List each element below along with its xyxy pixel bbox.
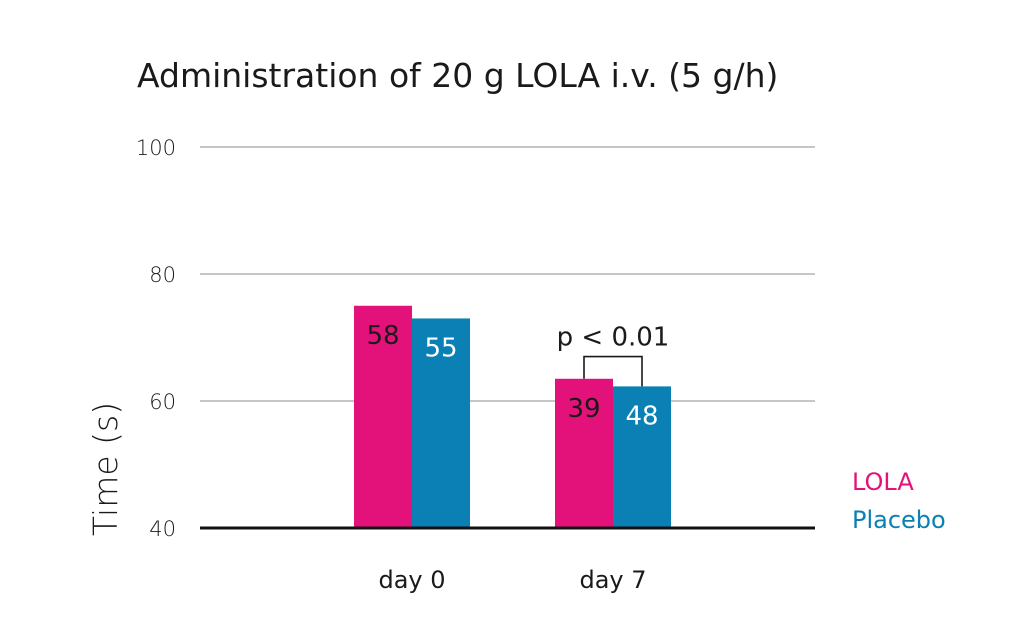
bar-value-label: 58: [366, 321, 399, 351]
bar-value-label: 39: [567, 394, 600, 424]
legend-entry-placebo: Placebo: [852, 506, 946, 534]
bar-lola-day-0: [354, 305, 412, 528]
significance-bracket: [583, 355, 643, 387]
x-tick-label: day 0: [378, 566, 445, 594]
bar-value-label: 48: [625, 401, 658, 431]
bar-placebo-day-7: [613, 386, 671, 528]
significance-annotation: p < 0.01: [557, 323, 670, 387]
bar-placebo-day-0: [412, 318, 470, 528]
y-tick-label: 80: [149, 263, 176, 287]
grid: [200, 146, 815, 402]
bar-value-label: 55: [424, 333, 457, 363]
bar-lola-day-7: [555, 378, 613, 528]
legend: LOLA Placebo: [852, 468, 946, 534]
y-tick-label: 60: [149, 390, 176, 414]
y-tick-label: 100: [136, 136, 176, 160]
p-value-text: p < 0.01: [557, 323, 670, 353]
x-axis-labels: day 0 day 7: [378, 566, 646, 594]
y-axis-ticks: 40 60 80 100: [136, 136, 176, 541]
y-tick-label: 40: [149, 517, 176, 541]
bar-labels: 58 55 39 48: [366, 321, 658, 432]
x-tick-label: day 7: [579, 566, 646, 594]
y-axis-label: Time (s): [86, 402, 125, 536]
legend-entry-lola: LOLA: [852, 468, 914, 496]
bars: [354, 305, 671, 528]
chart-title: Administration of 20 g LOLA i.v. (5 g/h): [137, 56, 778, 95]
